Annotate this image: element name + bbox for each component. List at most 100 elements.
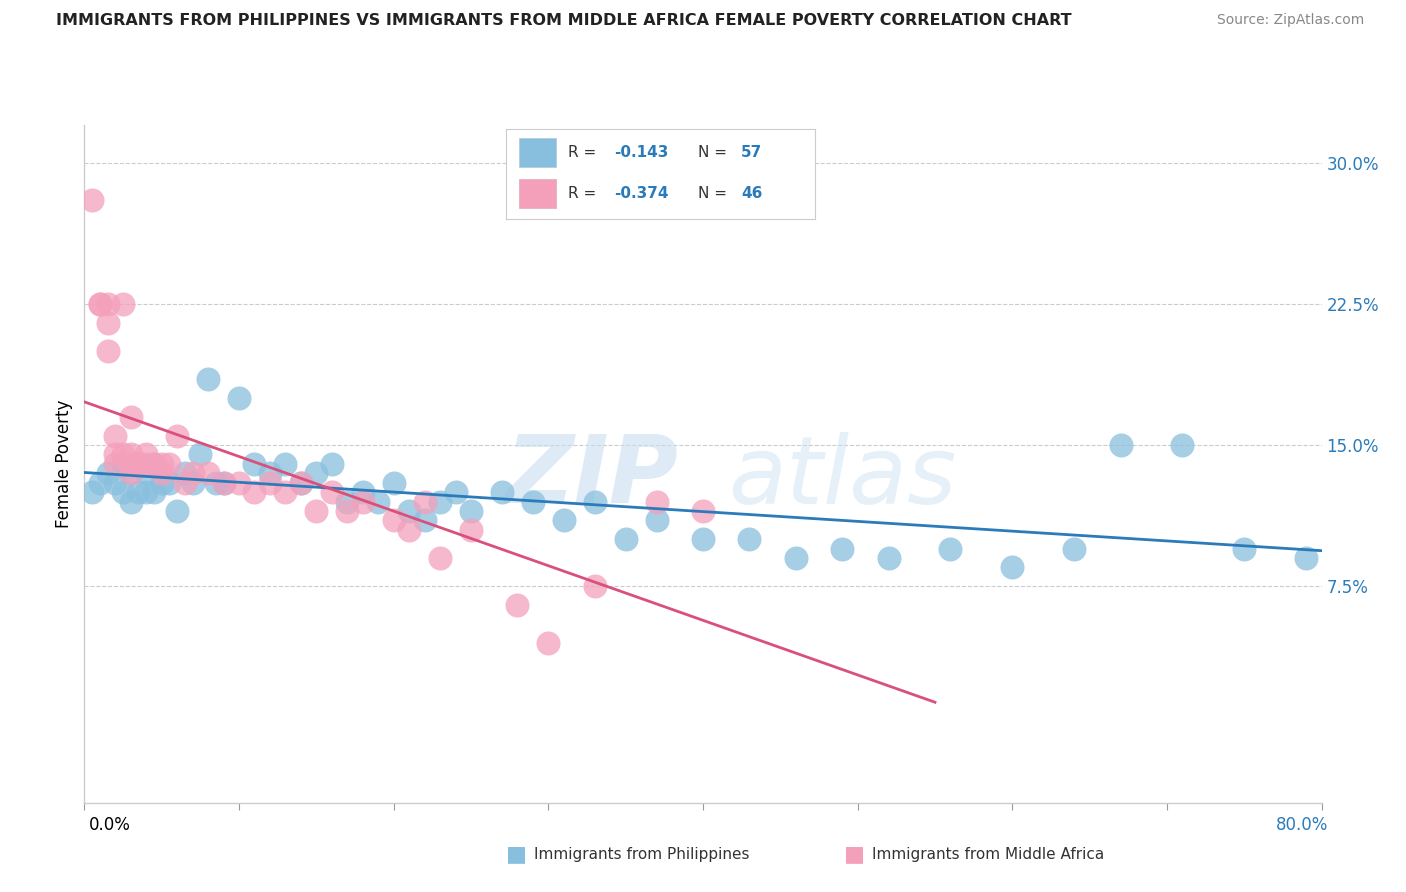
Point bbox=[89, 475, 111, 490]
Point bbox=[120, 467, 142, 481]
Point bbox=[159, 475, 181, 490]
Point bbox=[82, 193, 104, 207]
Text: R =: R = bbox=[568, 186, 602, 201]
Point bbox=[413, 513, 436, 527]
Point bbox=[120, 447, 142, 461]
Point bbox=[143, 457, 166, 471]
Point bbox=[321, 485, 343, 500]
Point bbox=[522, 494, 544, 508]
Point bbox=[112, 447, 135, 461]
Point bbox=[939, 541, 962, 556]
Point bbox=[150, 457, 173, 471]
Text: Immigrants from Middle Africa: Immigrants from Middle Africa bbox=[872, 847, 1104, 862]
Point bbox=[274, 485, 297, 500]
Point bbox=[382, 513, 405, 527]
Point bbox=[197, 467, 219, 481]
Point bbox=[188, 447, 212, 461]
Text: Immigrants from Philippines: Immigrants from Philippines bbox=[534, 847, 749, 862]
Point bbox=[506, 598, 529, 612]
Point bbox=[228, 475, 250, 490]
Point bbox=[112, 485, 135, 500]
Text: 57: 57 bbox=[741, 145, 762, 160]
Point bbox=[274, 457, 297, 471]
Point bbox=[212, 475, 235, 490]
Point bbox=[89, 297, 111, 311]
Text: 0.0%: 0.0% bbox=[89, 816, 131, 834]
Point bbox=[120, 409, 142, 424]
Point bbox=[97, 467, 120, 481]
Point bbox=[243, 457, 266, 471]
Point bbox=[1295, 551, 1317, 566]
Text: ZIP: ZIP bbox=[505, 432, 678, 524]
Point bbox=[112, 457, 135, 471]
Point bbox=[398, 504, 420, 518]
Point bbox=[583, 494, 606, 508]
Point bbox=[1171, 438, 1194, 452]
Point bbox=[429, 551, 451, 566]
Point bbox=[128, 457, 150, 471]
Point bbox=[120, 467, 142, 481]
Point bbox=[336, 504, 359, 518]
Text: atlas: atlas bbox=[728, 432, 956, 523]
Point bbox=[553, 513, 575, 527]
Point bbox=[290, 475, 312, 490]
Point bbox=[228, 391, 250, 405]
Point bbox=[290, 475, 312, 490]
Point bbox=[785, 551, 807, 566]
Point bbox=[181, 475, 204, 490]
Point bbox=[104, 475, 127, 490]
Point bbox=[413, 494, 436, 508]
Text: Source: ZipAtlas.com: Source: ZipAtlas.com bbox=[1216, 13, 1364, 28]
Point bbox=[367, 494, 389, 508]
Point bbox=[135, 485, 157, 500]
Text: ■: ■ bbox=[506, 845, 527, 864]
Point bbox=[352, 494, 374, 508]
Point bbox=[150, 475, 173, 490]
Point bbox=[398, 523, 420, 537]
Text: ■: ■ bbox=[844, 845, 865, 864]
Point bbox=[259, 467, 281, 481]
Point bbox=[174, 475, 197, 490]
Point bbox=[537, 636, 560, 650]
Point bbox=[166, 504, 188, 518]
Bar bbox=[519, 179, 555, 208]
Point bbox=[150, 467, 173, 481]
Text: 80.0%: 80.0% bbox=[1277, 816, 1329, 834]
Point bbox=[128, 457, 150, 471]
Text: -0.143: -0.143 bbox=[614, 145, 669, 160]
Point bbox=[444, 485, 467, 500]
Point bbox=[174, 467, 197, 481]
Point bbox=[352, 485, 374, 500]
Point bbox=[135, 467, 157, 481]
Point bbox=[97, 297, 120, 311]
Point bbox=[321, 457, 343, 471]
Point bbox=[159, 457, 181, 471]
Point bbox=[460, 504, 482, 518]
Point bbox=[738, 532, 761, 546]
Point bbox=[143, 457, 166, 471]
Point bbox=[104, 428, 127, 442]
Point bbox=[120, 494, 142, 508]
Point bbox=[205, 475, 228, 490]
Point bbox=[97, 343, 120, 358]
Point bbox=[1109, 438, 1132, 452]
Point bbox=[259, 475, 281, 490]
Point bbox=[491, 485, 513, 500]
Point bbox=[97, 316, 120, 330]
Text: 46: 46 bbox=[741, 186, 762, 201]
Point bbox=[112, 297, 135, 311]
Text: -0.374: -0.374 bbox=[614, 186, 669, 201]
Point bbox=[336, 494, 359, 508]
Point bbox=[583, 579, 606, 593]
Point bbox=[128, 485, 150, 500]
Point bbox=[692, 532, 714, 546]
Point bbox=[429, 494, 451, 508]
Point bbox=[877, 551, 900, 566]
Point bbox=[243, 485, 266, 500]
Point bbox=[1063, 541, 1085, 556]
Point bbox=[135, 447, 157, 461]
Point bbox=[104, 447, 127, 461]
Point bbox=[181, 467, 204, 481]
Point bbox=[831, 541, 853, 556]
Point bbox=[1233, 541, 1256, 556]
